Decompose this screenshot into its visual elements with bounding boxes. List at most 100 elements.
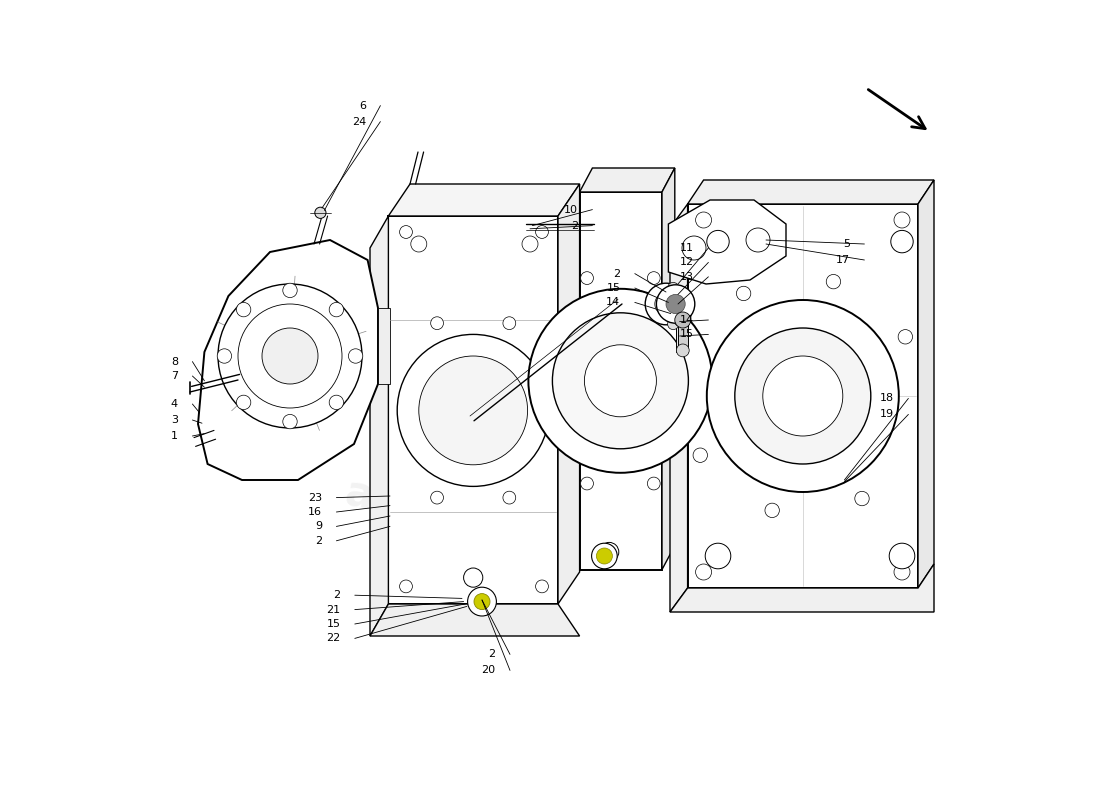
Circle shape xyxy=(695,212,712,228)
Circle shape xyxy=(674,314,686,326)
Text: 14: 14 xyxy=(606,298,620,307)
Circle shape xyxy=(657,285,695,323)
Text: 2: 2 xyxy=(488,650,496,659)
Circle shape xyxy=(707,230,729,253)
Text: 5: 5 xyxy=(843,239,850,249)
Circle shape xyxy=(855,491,869,506)
Circle shape xyxy=(646,283,686,325)
Text: 3: 3 xyxy=(170,415,178,425)
Circle shape xyxy=(522,236,538,252)
Circle shape xyxy=(735,328,871,464)
Polygon shape xyxy=(558,184,580,604)
Circle shape xyxy=(552,313,689,449)
Text: 8: 8 xyxy=(170,357,178,366)
Polygon shape xyxy=(370,216,388,636)
Circle shape xyxy=(762,356,843,436)
Text: 2: 2 xyxy=(315,536,322,546)
Text: rces: rces xyxy=(470,344,720,488)
Circle shape xyxy=(581,272,593,285)
Circle shape xyxy=(238,304,342,408)
Text: 24: 24 xyxy=(352,117,366,126)
Circle shape xyxy=(676,344,690,357)
Text: 14: 14 xyxy=(680,315,694,325)
Circle shape xyxy=(826,274,840,289)
Circle shape xyxy=(693,448,707,462)
Text: 12: 12 xyxy=(680,258,694,267)
Text: 18: 18 xyxy=(880,394,894,403)
Polygon shape xyxy=(198,240,378,480)
Polygon shape xyxy=(388,184,580,216)
Polygon shape xyxy=(669,288,678,324)
Polygon shape xyxy=(688,204,918,588)
Text: 1: 1 xyxy=(170,431,178,441)
Text: 9: 9 xyxy=(315,522,322,531)
Polygon shape xyxy=(669,200,786,284)
Circle shape xyxy=(329,302,343,317)
Circle shape xyxy=(674,312,691,328)
Text: 21: 21 xyxy=(327,605,340,614)
Circle shape xyxy=(764,503,780,518)
Circle shape xyxy=(666,294,685,314)
Text: 20: 20 xyxy=(482,666,496,675)
Circle shape xyxy=(349,349,363,363)
Circle shape xyxy=(695,564,712,580)
Circle shape xyxy=(648,477,660,490)
Circle shape xyxy=(283,283,297,298)
Circle shape xyxy=(536,226,549,238)
Circle shape xyxy=(584,345,657,417)
Circle shape xyxy=(218,284,362,428)
Circle shape xyxy=(236,395,251,410)
Text: 2: 2 xyxy=(571,221,578,230)
Polygon shape xyxy=(580,168,674,192)
Circle shape xyxy=(736,286,751,301)
Circle shape xyxy=(431,317,443,330)
Circle shape xyxy=(217,349,232,363)
Circle shape xyxy=(468,587,496,616)
Circle shape xyxy=(399,580,412,593)
Circle shape xyxy=(668,282,679,294)
Polygon shape xyxy=(580,192,662,570)
Text: 6: 6 xyxy=(359,101,366,110)
Circle shape xyxy=(329,395,343,410)
Polygon shape xyxy=(388,216,558,604)
Text: 13: 13 xyxy=(680,272,694,282)
Circle shape xyxy=(592,543,617,569)
Circle shape xyxy=(236,302,251,317)
Polygon shape xyxy=(370,604,580,636)
Polygon shape xyxy=(662,168,674,570)
Polygon shape xyxy=(688,180,934,204)
Circle shape xyxy=(898,330,913,344)
Circle shape xyxy=(654,293,678,315)
Circle shape xyxy=(431,491,443,504)
Text: 10: 10 xyxy=(564,205,578,214)
Text: a passion: a passion xyxy=(342,472,569,552)
Text: 23: 23 xyxy=(308,493,322,502)
Text: 085: 085 xyxy=(686,303,817,385)
Polygon shape xyxy=(918,180,934,588)
Text: 7: 7 xyxy=(170,371,178,381)
Circle shape xyxy=(889,543,915,569)
Circle shape xyxy=(283,414,297,429)
Circle shape xyxy=(463,568,483,587)
Text: 17: 17 xyxy=(836,255,850,265)
Polygon shape xyxy=(670,564,934,612)
Circle shape xyxy=(894,564,910,580)
Circle shape xyxy=(648,272,660,285)
Text: 15: 15 xyxy=(327,619,340,629)
Circle shape xyxy=(600,542,619,562)
Text: 4: 4 xyxy=(170,399,178,409)
Text: 19: 19 xyxy=(880,410,894,419)
Circle shape xyxy=(682,236,706,260)
Circle shape xyxy=(399,226,412,238)
Circle shape xyxy=(668,318,679,330)
Circle shape xyxy=(894,212,910,228)
Circle shape xyxy=(474,594,490,610)
Circle shape xyxy=(891,230,913,253)
Circle shape xyxy=(596,548,613,564)
Text: 15: 15 xyxy=(680,330,694,339)
Circle shape xyxy=(503,491,516,504)
Polygon shape xyxy=(678,320,688,352)
Polygon shape xyxy=(670,204,688,612)
Circle shape xyxy=(397,334,549,486)
Text: 22: 22 xyxy=(326,634,340,643)
